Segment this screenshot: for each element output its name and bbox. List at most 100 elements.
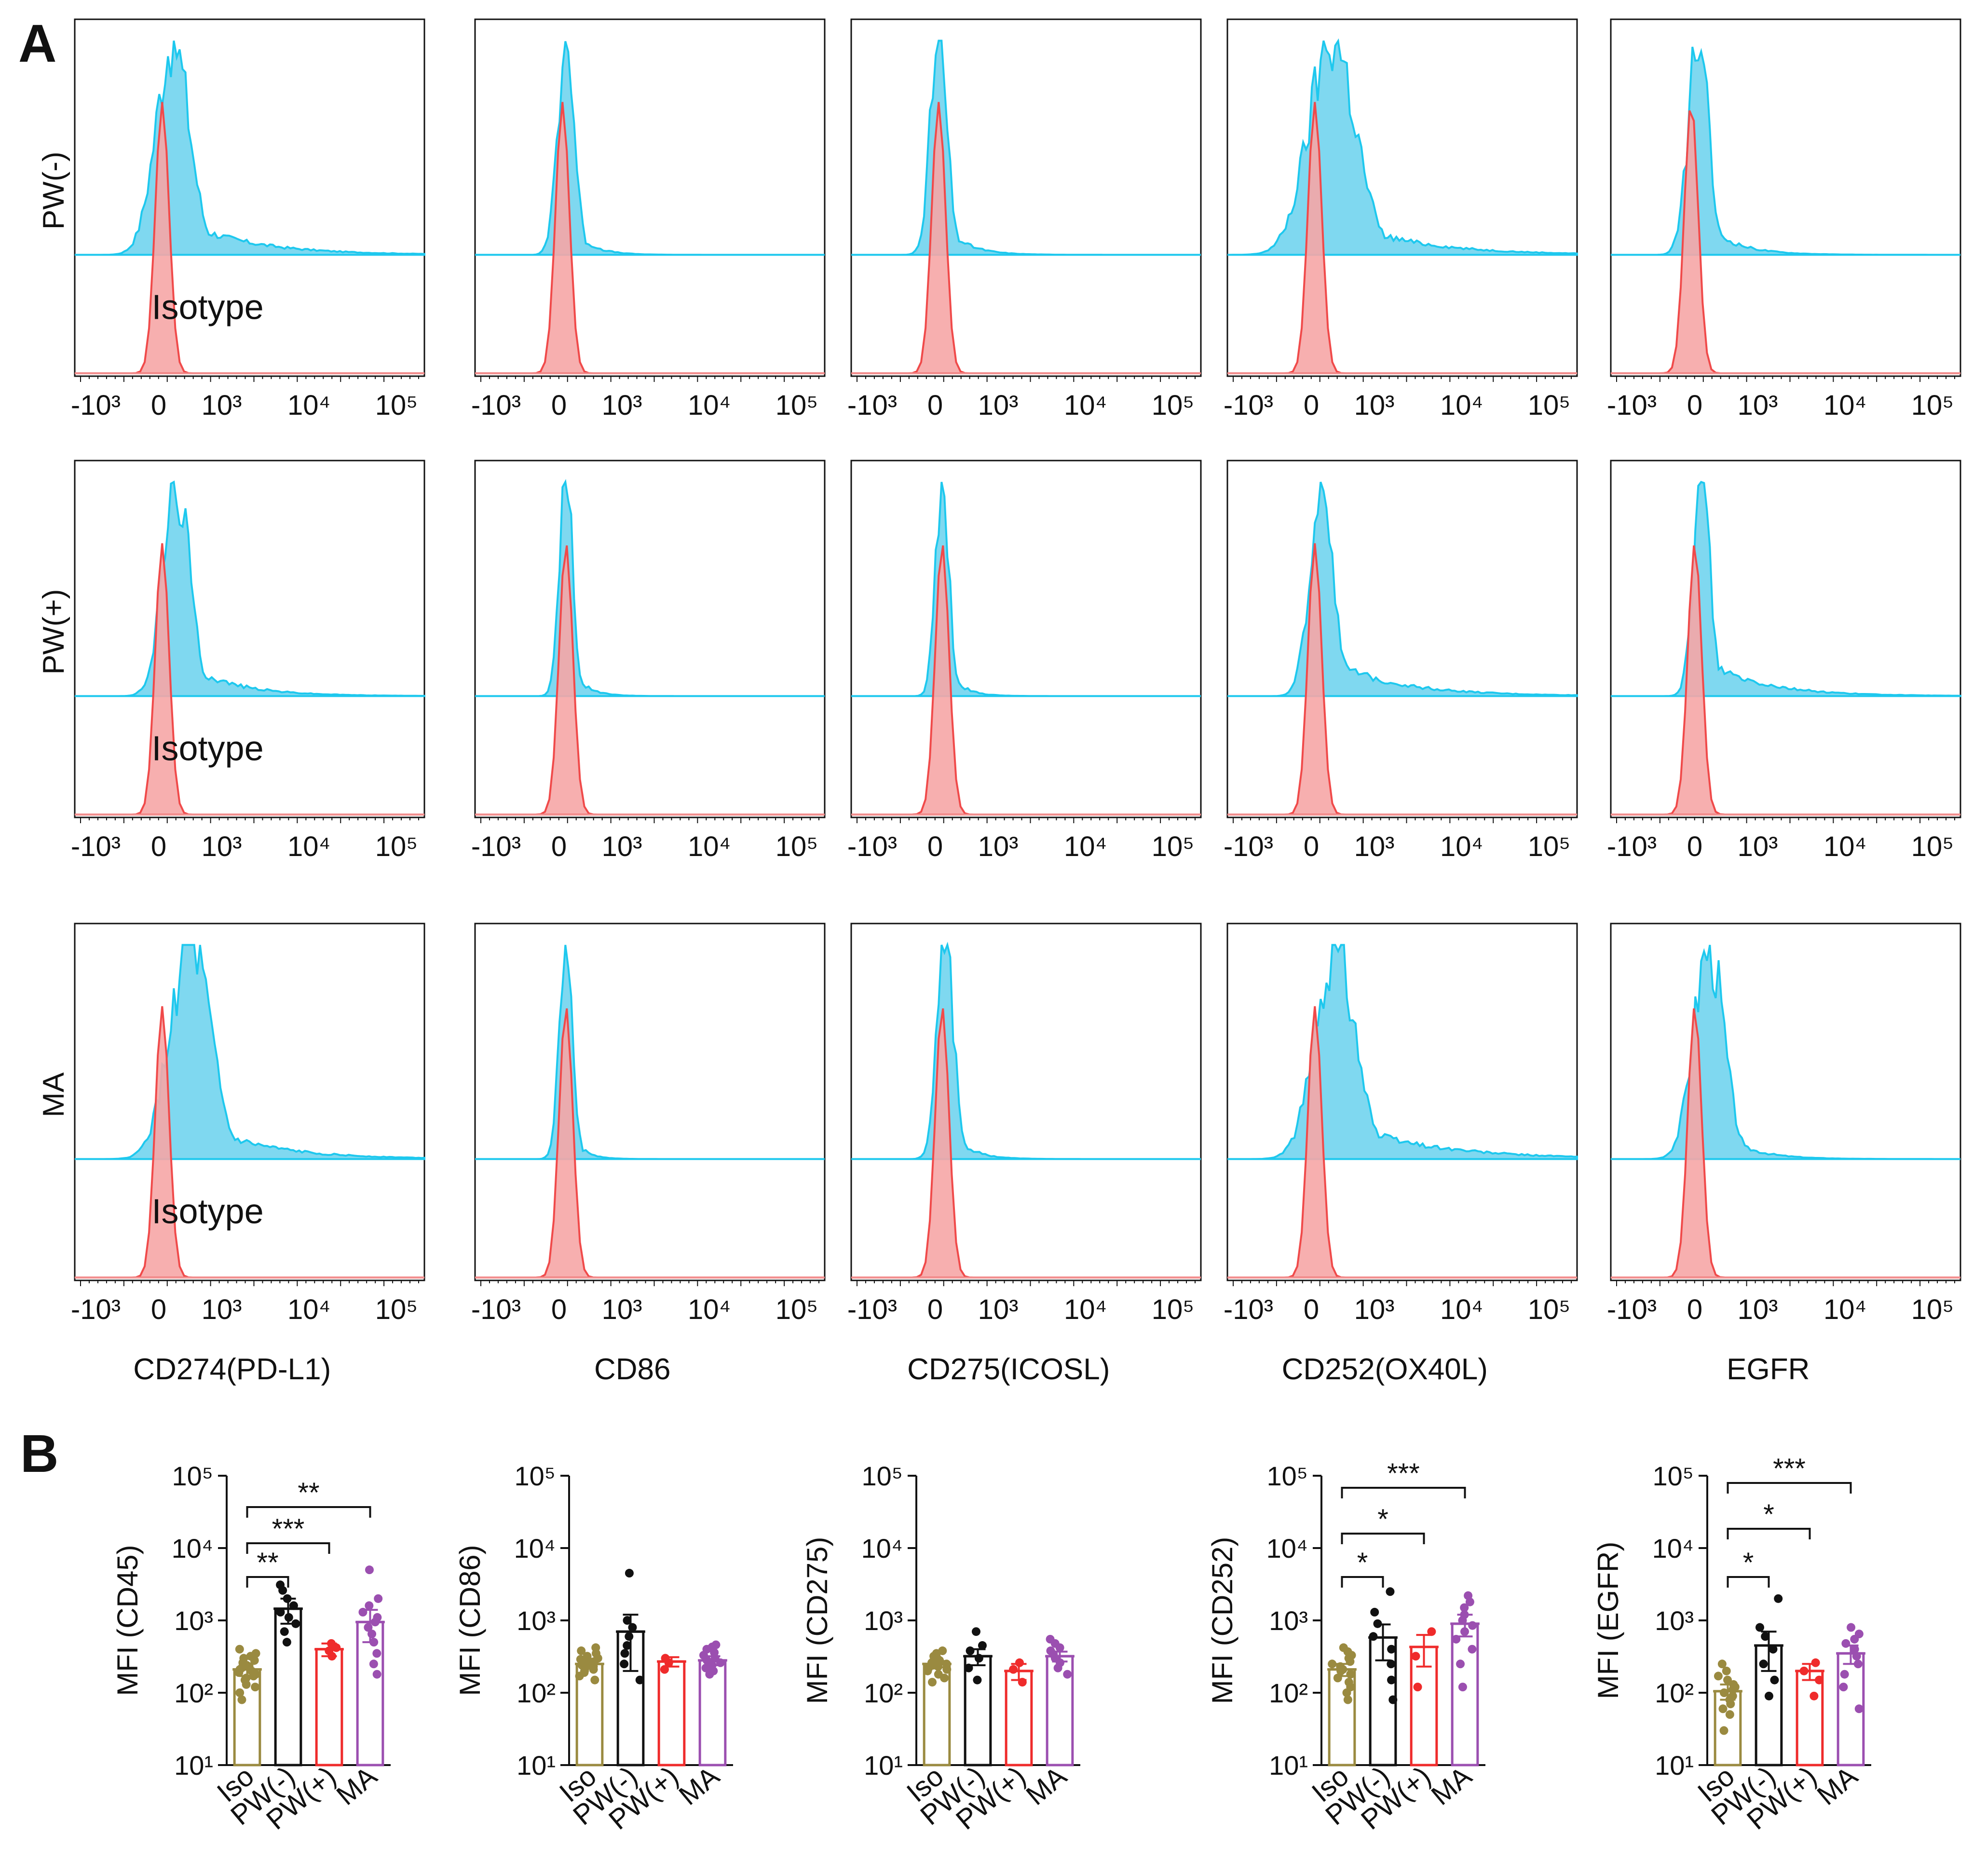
x-tick-label: 0 [1687,831,1702,862]
significance-label: * [1357,1547,1368,1578]
data-point [1046,1634,1055,1644]
data-point [1854,1704,1864,1713]
data-point [1046,1646,1055,1656]
data-point [372,1670,381,1679]
x-tick-label: 0 [151,831,166,862]
data-point [251,1683,260,1692]
data-point [282,1638,291,1647]
data-point [280,1627,289,1636]
y-axis-label: MFI (EGFR) [1592,1542,1624,1699]
x-tick-label: MA [1811,1760,1864,1811]
data-point [1388,1695,1398,1704]
x-tick-label: 10⁵ [776,390,818,421]
data-point [1464,1591,1473,1600]
data-point [623,1616,632,1625]
histogram-panel: -10³ 0 10³ 10⁴ 10⁵ [847,923,1202,1325]
histogram-panel: -10³ 0 10³ 10⁴ 10⁵ Isotype [71,18,425,421]
y-tick-label: 10² [864,1678,903,1708]
x-tick-label: 0 [1304,831,1319,862]
y-tick-label: 10¹ [174,1750,213,1781]
x-tick-label: 10³ [202,1294,242,1325]
row-label: MA [37,1072,70,1117]
data-point [1370,1607,1379,1617]
data-point [711,1640,721,1649]
data-point [590,1675,599,1685]
x-tick-label: 10³ [602,390,642,421]
histogram-panel: -10³ 0 10³ 10⁴ 10⁵ [847,18,1202,421]
data-point [1346,1670,1355,1679]
y-tick-label: 10¹ [1269,1750,1308,1781]
x-tick-label: -10³ [471,1294,521,1325]
significance-label: *** [272,1513,305,1545]
bar [315,1648,343,1767]
plot-frame [74,460,425,818]
data-point [237,1695,246,1704]
data-point [1839,1683,1848,1692]
x-tick-label: 10⁵ [1152,1294,1195,1325]
row-label: PW(+) [37,589,70,675]
data-point [1387,1659,1396,1669]
x-tick-label: 10⁵ [1528,1294,1571,1325]
data-point [591,1643,600,1652]
x-tick-label: MA [1425,1760,1478,1811]
significance-bracket [1341,1533,1425,1544]
data-point [1719,1726,1728,1735]
significance-bracket [246,1542,330,1554]
x-tick-label: 10⁵ [1152,831,1195,862]
significance-label: * [1763,1499,1774,1530]
plot-frame [474,460,826,818]
data-point [1847,1623,1856,1632]
x-tick-label: 10³ [1354,831,1395,862]
x-tick-label: -10³ [1607,390,1657,421]
x-tick-label: -10³ [1224,831,1273,862]
data-point [1854,1630,1864,1639]
plot-frame [850,460,1202,818]
significance-bracket [246,1576,289,1588]
data-point [1759,1659,1768,1669]
x-tick-label: 10³ [978,1294,1019,1325]
x-tick-label: 10³ [1354,390,1395,421]
data-point [276,1607,285,1617]
data-point [635,1675,644,1685]
x-tick-label: 10³ [1738,831,1778,862]
data-point [1811,1658,1820,1667]
data-point [373,1613,382,1622]
y-tick-label: 10¹ [864,1750,903,1781]
plot-frame [850,923,1202,1281]
x-tick-label: -10³ [471,390,521,421]
x-tick-label: 0 [927,1294,943,1325]
y-tick-label: 10² [1655,1678,1694,1708]
isotype-label: Isotype [152,730,264,768]
y-axis-label: MFI (CD252) [1206,1537,1238,1704]
y-tick-label: 10⁴ [1266,1533,1308,1563]
significance-label: ** [298,1477,319,1509]
data-point [1413,1683,1422,1692]
x-tick-label: 10³ [602,831,642,862]
bar [1796,1670,1824,1767]
row-label: PW(-) [37,151,70,230]
plot-frame [1226,460,1578,818]
x-tick-label: 10⁵ [1152,390,1195,421]
y-tick-label: 10⁵ [861,1461,903,1491]
significance-label: *** [1387,1458,1420,1489]
data-point [1468,1645,1477,1654]
data-point [365,1565,374,1575]
data-point [625,1632,634,1641]
y-tick-label: 10³ [1269,1605,1308,1636]
x-tick-label: 10³ [1354,1294,1395,1325]
histogram-grid: PW(-) -10³ 0 10³ 10⁴ 10⁵ Isotype -10³ 0 10³ 10⁴ 10⁵… [37,18,1961,1386]
significance-bracket [1727,1528,1811,1539]
data-point [1725,1710,1734,1719]
x-tick-label: -10³ [471,831,521,862]
x-tick-label: 10⁴ [287,390,330,421]
x-tick-label: 10⁴ [287,831,330,862]
x-tick-label: 10⁴ [1440,831,1483,862]
x-tick-label: -10³ [1607,1294,1657,1325]
x-tick-label: -10³ [847,1294,897,1325]
